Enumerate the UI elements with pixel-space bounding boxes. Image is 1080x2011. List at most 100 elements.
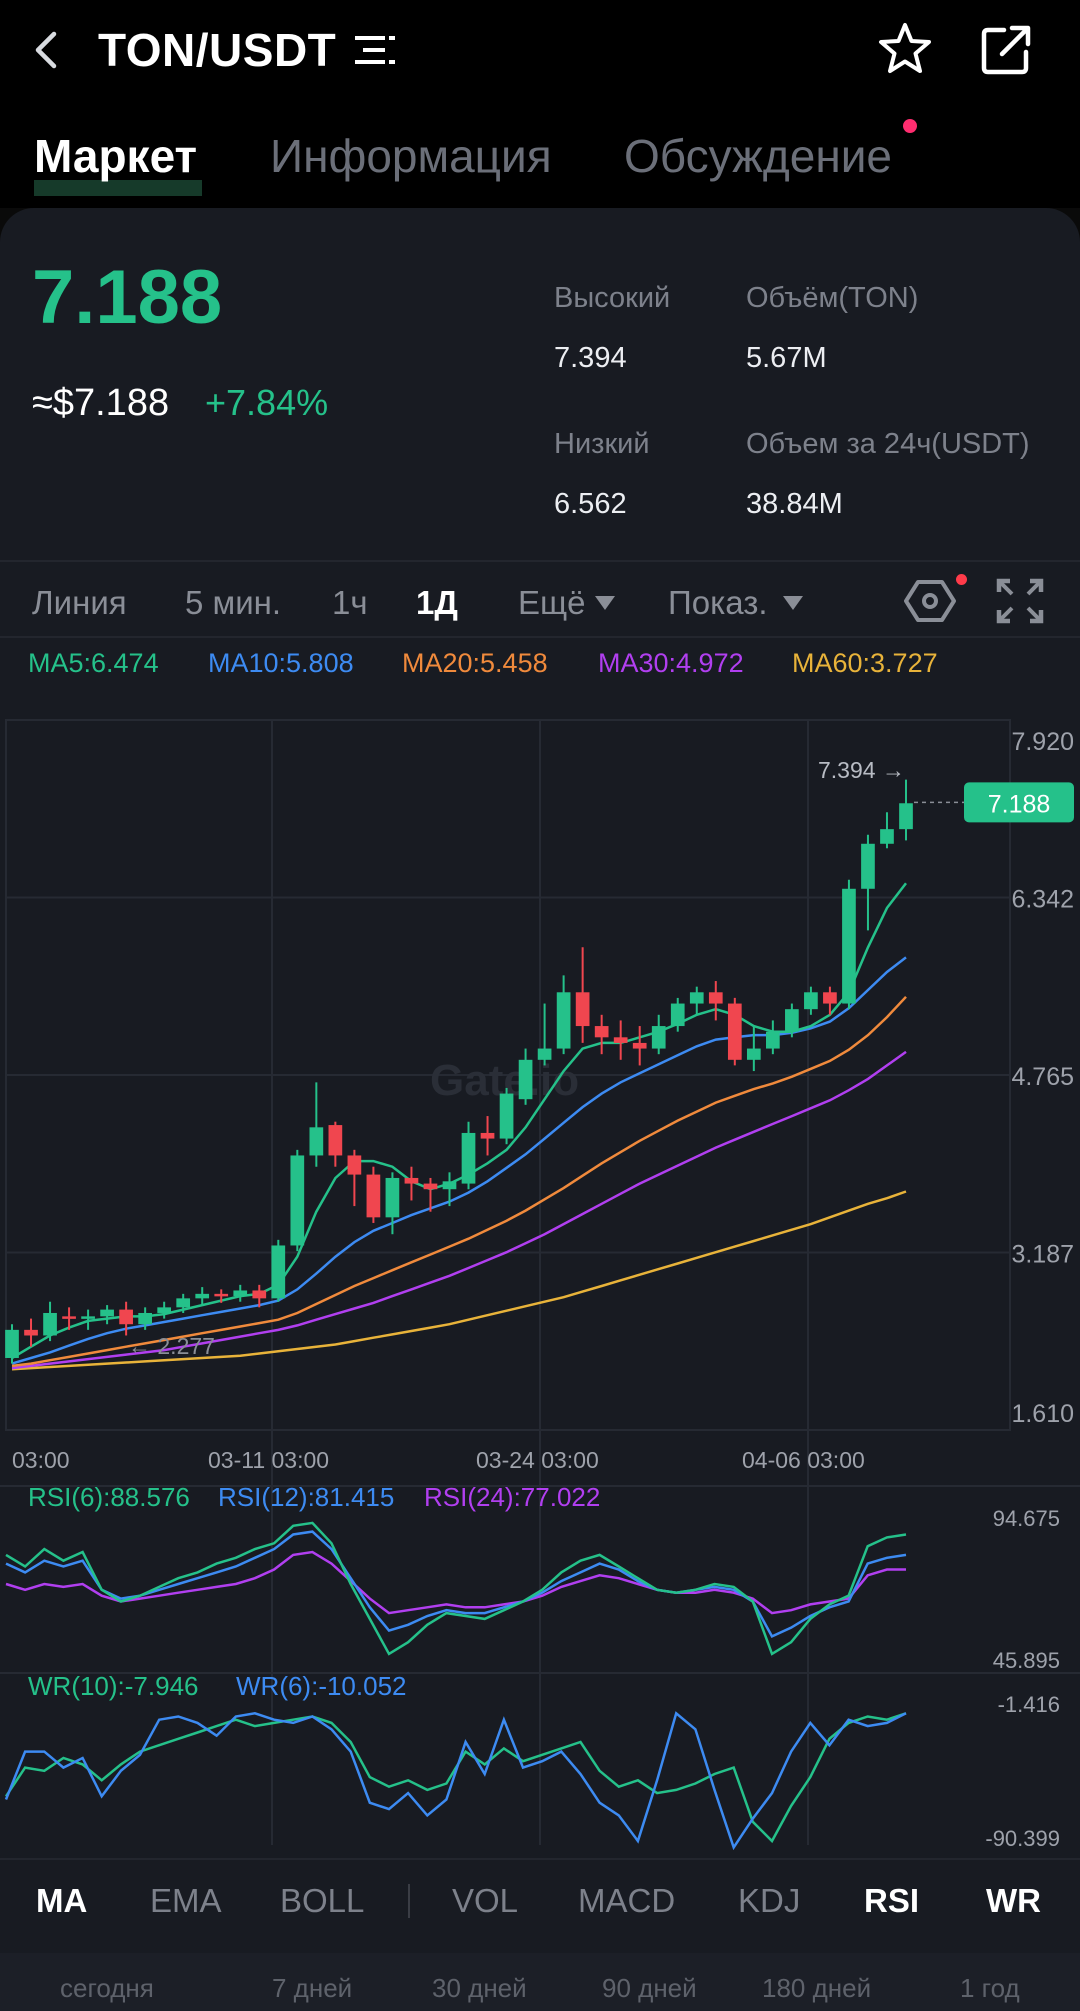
low-label: Низкий bbox=[554, 428, 650, 460]
candle-body bbox=[861, 843, 875, 889]
x-tick-label: 03-11 03:00 bbox=[208, 1447, 329, 1473]
candle-body bbox=[689, 992, 704, 1004]
ind-wr[interactable]: WR bbox=[986, 1882, 1041, 1919]
y-tick-label: 3.187 bbox=[1011, 1241, 1074, 1269]
high-marker: 7.394 → bbox=[818, 757, 905, 783]
tab-market[interactable]: Маркет bbox=[34, 130, 198, 182]
candle-body bbox=[556, 992, 571, 1049]
tf-5min[interactable]: 5 мин. bbox=[185, 584, 282, 621]
usd-price: ≈$7.188 bbox=[32, 382, 170, 424]
candle-body bbox=[5, 1329, 19, 1358]
candle-body bbox=[461, 1132, 476, 1184]
ma30-legend: MA30:4.972 bbox=[598, 648, 744, 678]
candle-body bbox=[899, 803, 913, 830]
low-marker: ← 2.277 bbox=[128, 1333, 215, 1359]
volume-label: Объём(TON) bbox=[746, 282, 919, 314]
candle-body bbox=[328, 1125, 343, 1156]
candlestick-chart[interactable]: Gate.io7.9206.3424.7653.1871.6107.1887.3… bbox=[0, 700, 1080, 1850]
price-change: +7.84% bbox=[205, 382, 329, 423]
ma60-legend: MA60:3.727 bbox=[792, 648, 938, 678]
candle-body bbox=[746, 1048, 761, 1060]
candle-body bbox=[214, 1293, 229, 1297]
candle-body bbox=[43, 1312, 57, 1336]
ma30-line bbox=[11, 1050, 907, 1370]
settings-hex-icon[interactable] bbox=[904, 578, 956, 624]
candle-body bbox=[423, 1183, 438, 1190]
candle-body bbox=[366, 1174, 381, 1218]
candle-body bbox=[766, 1031, 780, 1049]
wr10-line bbox=[4, 1712, 907, 1844]
wr-min-tick: -90.399 bbox=[985, 1826, 1060, 1850]
candle-body bbox=[480, 1132, 495, 1139]
back-arrow-icon[interactable] bbox=[26, 28, 70, 72]
tf-show[interactable]: Показ. bbox=[668, 584, 768, 621]
ind-ema[interactable]: EMA bbox=[150, 1882, 222, 1919]
period-label: 180 дней bbox=[762, 1973, 872, 2003]
candle-body bbox=[347, 1155, 362, 1175]
x-tick-label: 04-06 03:00 bbox=[742, 1447, 865, 1473]
ma5-legend: MA5:6.474 bbox=[28, 648, 159, 678]
period-label: 1 год bbox=[960, 1973, 1020, 2003]
candle-body bbox=[62, 1316, 76, 1319]
y-tick-label: 4.765 bbox=[1011, 1063, 1074, 1091]
candle-body bbox=[442, 1181, 457, 1190]
settings-badge-dot bbox=[956, 574, 967, 585]
tf-line[interactable]: Линия bbox=[32, 584, 127, 621]
candle-body bbox=[157, 1307, 172, 1313]
high-label: Высокий bbox=[554, 282, 671, 314]
period-label: сегодня bbox=[60, 1973, 154, 2003]
candle-body bbox=[842, 888, 856, 1004]
tab-discussion[interactable]: Обсуждение bbox=[624, 130, 893, 182]
candle-body bbox=[290, 1155, 305, 1246]
y-tick-label: 6.342 bbox=[1011, 886, 1074, 914]
ind-rsi[interactable]: RSI bbox=[864, 1882, 920, 1919]
ind-vol[interactable]: VOL bbox=[452, 1882, 519, 1919]
ma10-line bbox=[11, 956, 907, 1365]
section-tabs: Маркет Информация Обсуждение bbox=[0, 100, 1080, 208]
candle-body bbox=[575, 992, 590, 1027]
rsi-legend-label: RSI(12):81.415 bbox=[218, 1482, 394, 1512]
candle-body bbox=[823, 992, 837, 1004]
candle-body bbox=[727, 1003, 742, 1060]
candle-body bbox=[271, 1245, 286, 1299]
tab-info[interactable]: Информация bbox=[270, 130, 552, 182]
notification-dot bbox=[903, 119, 917, 133]
pair-list-icon[interactable] bbox=[355, 33, 397, 69]
tf-1h[interactable]: 1ч bbox=[332, 584, 368, 621]
candle-body bbox=[385, 1177, 400, 1218]
fullscreen-icon[interactable] bbox=[996, 578, 1044, 624]
pair-title[interactable]: TON/USDT bbox=[98, 24, 337, 76]
period-label: 30 дней bbox=[432, 1973, 527, 2003]
rsi6-line bbox=[5, 1521, 907, 1656]
ma60-line bbox=[11, 1190, 907, 1371]
candle-body bbox=[176, 1298, 191, 1308]
candle-body bbox=[594, 1026, 609, 1038]
ind-kdj[interactable]: KDJ bbox=[738, 1882, 801, 1919]
ma20-legend: MA20:5.458 bbox=[402, 648, 548, 678]
candle-body bbox=[404, 1177, 419, 1184]
candle-body bbox=[499, 1093, 514, 1139]
rsi24-line bbox=[5, 1550, 906, 1615]
volume24-label: Объем за 24ч(USDT) bbox=[746, 428, 1030, 460]
rsi-min-tick: 45.895 bbox=[993, 1648, 1060, 1673]
favorite-star-icon[interactable] bbox=[876, 20, 934, 78]
divider bbox=[0, 636, 1080, 638]
candle-body bbox=[613, 1037, 628, 1043]
ind-ma[interactable]: MA bbox=[36, 1882, 88, 1919]
tf-more[interactable]: Ещё bbox=[518, 584, 586, 621]
period-label: 7 дней bbox=[272, 1973, 353, 2003]
y-tick-label: 1.610 bbox=[1011, 1400, 1074, 1428]
high-value: 7.394 bbox=[554, 342, 627, 374]
candle-body bbox=[81, 1316, 95, 1319]
tf-1d[interactable]: 1Д bbox=[416, 584, 458, 621]
share-icon[interactable] bbox=[978, 22, 1034, 78]
active-tab-underline bbox=[34, 180, 202, 196]
performance-strip: сегодня 7 дней 30 дней 90 дней 180 дней … bbox=[0, 1953, 1080, 2011]
ind-macd[interactable]: MACD bbox=[578, 1882, 676, 1919]
candle-body bbox=[651, 1026, 666, 1049]
last-price-tag-label: 7.188 bbox=[988, 790, 1051, 818]
ind-boll[interactable]: BOLL bbox=[280, 1882, 365, 1919]
more-caret-icon bbox=[595, 596, 615, 610]
wr6-line bbox=[4, 1711, 907, 1850]
candle-body bbox=[309, 1127, 324, 1156]
